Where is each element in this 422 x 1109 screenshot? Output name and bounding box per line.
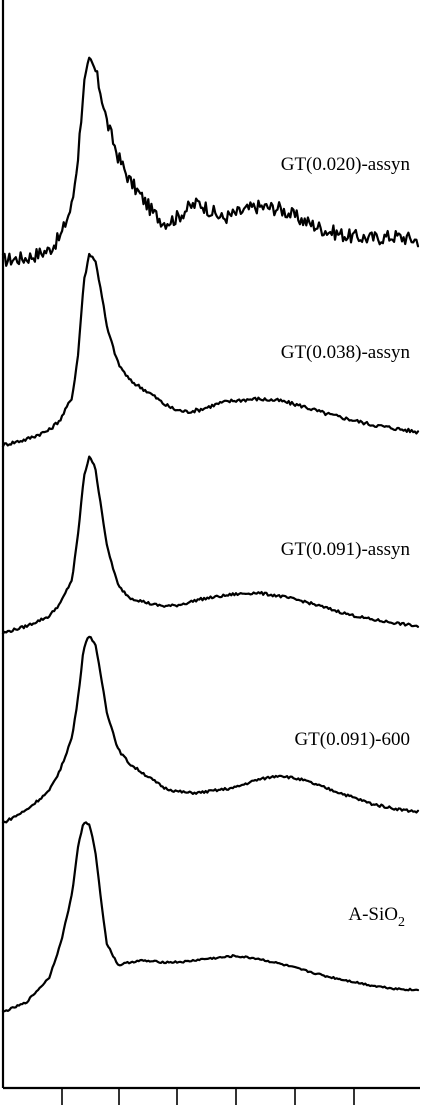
trace-label-4: GT(0.091)-600 <box>294 729 410 750</box>
trace-1 <box>1 56 420 267</box>
trace-3 <box>1 455 420 635</box>
trace-4 <box>1 635 420 824</box>
trace-label-2: GT(0.038)-assyn <box>281 342 411 363</box>
trace-label-3: GT(0.091)-assyn <box>281 539 411 560</box>
trace-label-5: A-SiO2 <box>348 904 405 930</box>
trace-labels: GT(0.020)-assyn GT(0.038)-assyn GT(0.091)-… <box>281 154 411 930</box>
x-ticks <box>61 1088 355 1105</box>
trace-label-1: GT(0.020)-assyn <box>281 154 411 175</box>
trace-5 <box>1 821 420 1013</box>
traces <box>1 56 420 1013</box>
trace-2 <box>1 252 420 448</box>
